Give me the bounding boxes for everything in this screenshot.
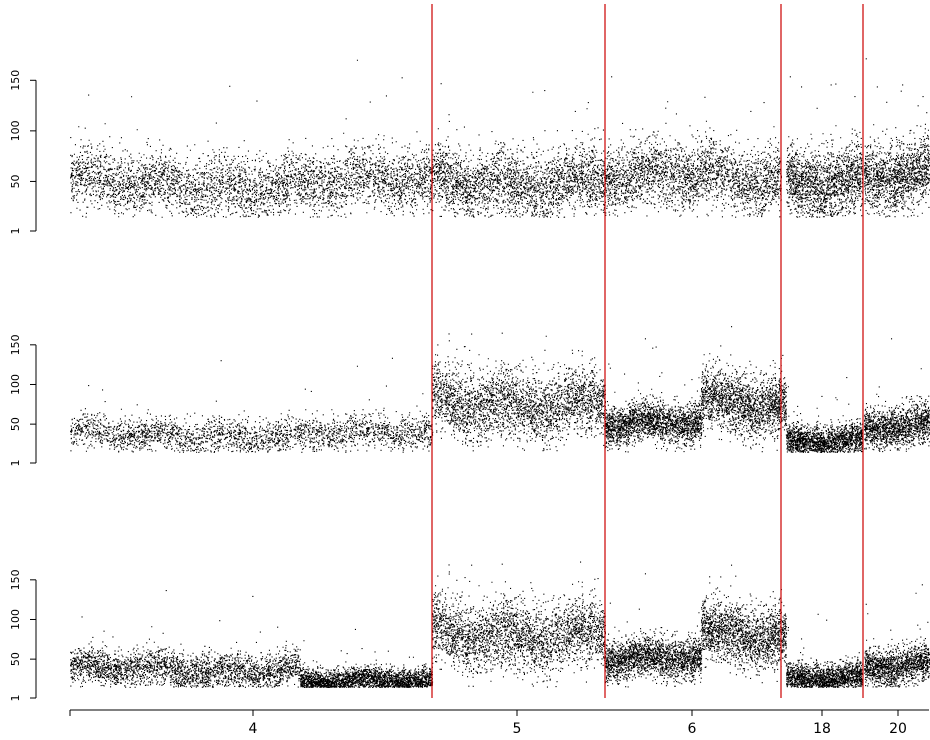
panel-top-points	[70, 58, 930, 218]
y-tick-label: 50	[9, 417, 22, 431]
data-points-layer	[70, 58, 930, 688]
points-bottom-4b	[300, 628, 434, 688]
y-tick-label: 100	[9, 374, 22, 395]
y-tick-label: 1	[9, 228, 22, 235]
x-tick-label: 20	[889, 721, 907, 737]
points-bottom-6b	[701, 564, 788, 684]
y-tick-label: 50	[9, 652, 22, 666]
points-bottom-20	[864, 584, 930, 688]
points-middle-6b	[701, 326, 788, 453]
y-tick-label: 150	[9, 70, 22, 91]
points-bottom-6a	[605, 573, 703, 688]
panel-middle-points	[70, 326, 930, 453]
points-bottom-5	[432, 561, 606, 688]
y-tick-label: 150	[9, 334, 22, 355]
panel-bottom-points	[70, 561, 930, 688]
points-top-18	[786, 76, 864, 218]
y-tick-label: 150	[9, 569, 22, 590]
points-middle-18	[786, 377, 864, 453]
points-top-20	[864, 58, 930, 218]
y-tick-label: 1	[9, 695, 22, 702]
points-top-6	[605, 76, 782, 218]
points-bottom-4a	[70, 590, 301, 688]
x-tick-label: 5	[513, 721, 522, 737]
points-bottom-18	[786, 613, 864, 688]
y-tick-label: 100	[9, 609, 22, 630]
x-tick-label: 4	[249, 721, 258, 737]
points-top-4	[70, 59, 433, 218]
y-tick-label: 100	[9, 120, 22, 141]
points-middle-20	[864, 338, 930, 453]
x-axis: 4 5 6 18 20	[69, 709, 929, 737]
points-middle-5	[432, 332, 606, 452]
points-middle-6a	[605, 338, 703, 453]
y-tick-label: 50	[9, 174, 22, 188]
segment-dividers	[431, 4, 864, 698]
x-tick-label: 18	[813, 721, 831, 737]
points-middle-4	[70, 357, 434, 453]
points-top-5	[432, 83, 607, 218]
x-tick-label: 6	[688, 721, 697, 737]
y-tick-label: 1	[9, 460, 22, 467]
